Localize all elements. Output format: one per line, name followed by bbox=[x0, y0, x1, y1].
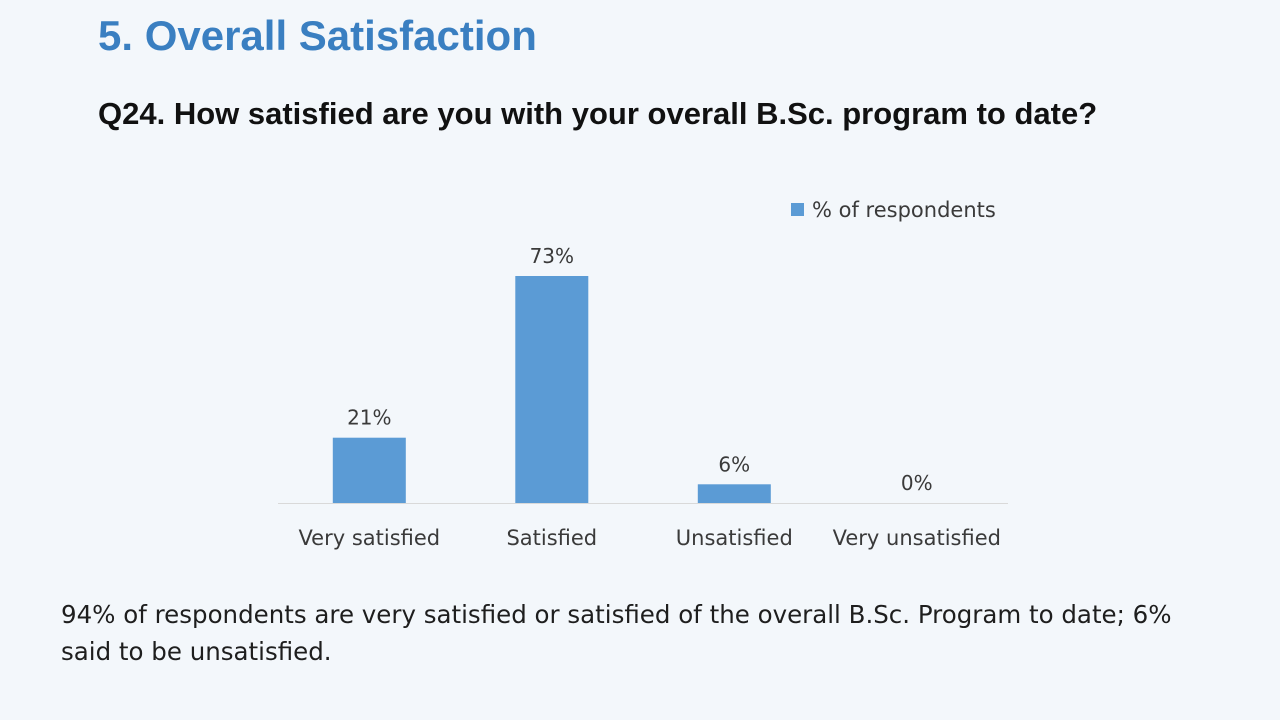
bar-unsatisfied bbox=[697, 484, 771, 503]
x-tick-label-very-satisfied: Very satisfied bbox=[298, 526, 440, 550]
data-label-very-satisfied: 21% bbox=[347, 406, 391, 430]
bar-satisfied bbox=[515, 276, 589, 503]
x-tick-label-satisfied: Satisfied bbox=[506, 526, 597, 550]
legend-label: % of respondents bbox=[812, 198, 996, 222]
question-text: Q24. How satisfied are you with your ove… bbox=[98, 96, 1098, 131]
data-label-unsatisfied: 6% bbox=[718, 452, 750, 476]
x-tick-label-unsatisfied: Unsatisfied bbox=[676, 526, 793, 550]
bars-group bbox=[332, 276, 771, 503]
summary-text: 94% of respondents are very satisfied or… bbox=[61, 600, 1172, 666]
data-label-very-unsatisfied: 0% bbox=[901, 471, 933, 495]
chart-legend: % of respondents bbox=[791, 198, 996, 222]
bar-very-satisfied bbox=[332, 437, 406, 503]
bar-labels-group: 21% 73% 6% 0% bbox=[347, 244, 933, 495]
slide-title: 5. Overall Satisfaction bbox=[98, 12, 537, 59]
data-label-satisfied: 73% bbox=[530, 244, 574, 268]
x-tick-label-very-unsatisfied: Very unsatisfied bbox=[833, 526, 1001, 550]
legend-swatch bbox=[791, 203, 804, 216]
x-tick-labels-group: Very satisfied Satisfied Unsatisfied Very u… bbox=[298, 526, 1001, 550]
